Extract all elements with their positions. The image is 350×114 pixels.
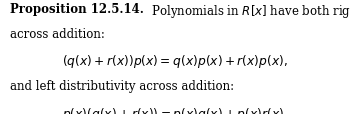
Text: and left distributivity across addition:: and left distributivity across addition: xyxy=(10,80,234,93)
Text: Proposition 12.5.14.: Proposition 12.5.14. xyxy=(10,3,144,16)
Text: $(q(x) + r(x))p(x) = q(x)p(x) + r(x)p(x),$: $(q(x) + r(x))p(x) = q(x)p(x) + r(x)p(x)… xyxy=(62,52,288,69)
Text: Polynomials in $R[x]$ have both right distributivity: Polynomials in $R[x]$ have both right di… xyxy=(144,3,350,20)
Text: $p(x)(q(x) + r(x)) = p(x)q(x) + p(x)r(x).$: $p(x)(q(x) + r(x)) = p(x)q(x) + p(x)r(x)… xyxy=(62,105,288,114)
Text: across addition:: across addition: xyxy=(10,27,105,40)
